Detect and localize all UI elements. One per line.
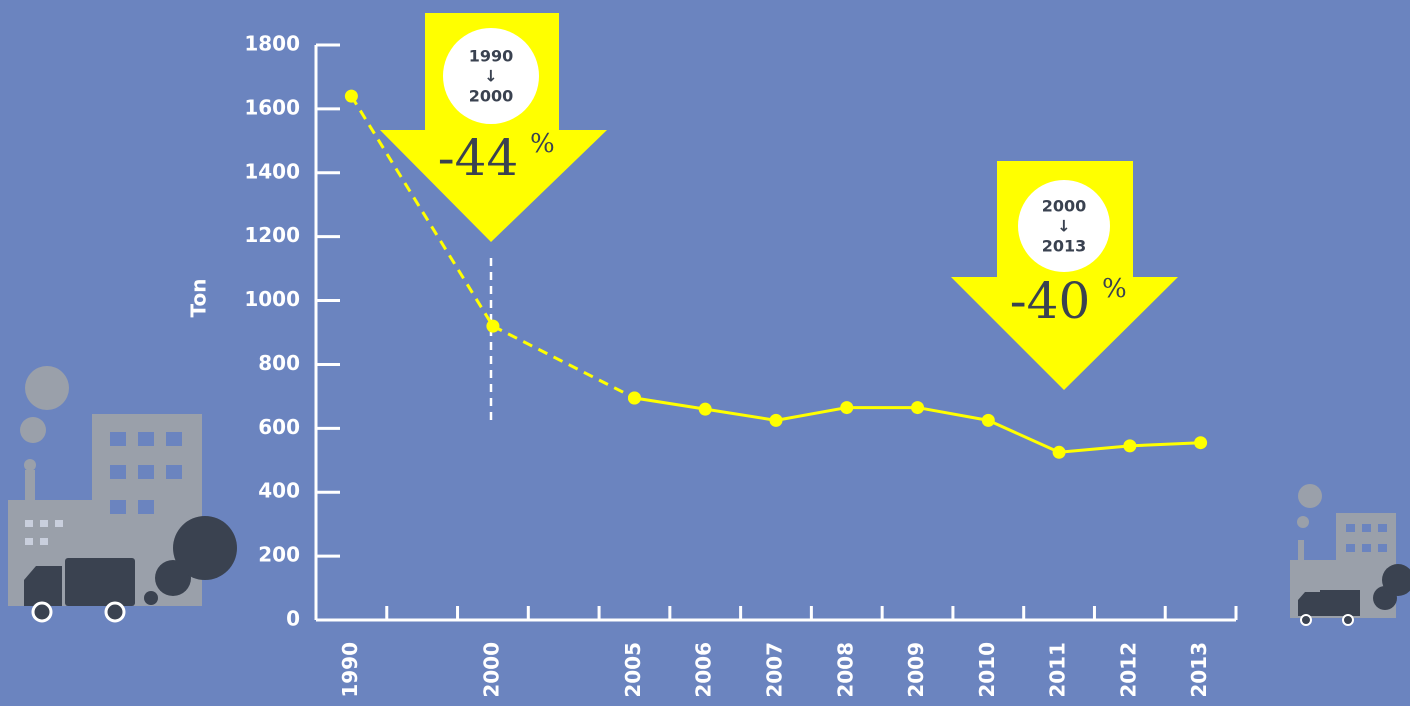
y-tick-label: 0 — [286, 607, 300, 631]
x-tick-label: 2012 — [1116, 642, 1140, 698]
point — [1052, 445, 1066, 459]
x-tick-label: 2010 — [975, 642, 999, 698]
y-tick-label: 1200 — [244, 223, 300, 247]
y-axis-label: Ton — [187, 279, 211, 318]
point — [1123, 439, 1137, 453]
x-tick-label: 2005 — [621, 642, 645, 698]
line-segment — [1129, 441, 1201, 448]
point — [769, 413, 783, 427]
line-segment — [987, 418, 1060, 454]
y-tick-label: 1000 — [244, 287, 300, 311]
factory-left — [8, 366, 237, 623]
change: -44 — [438, 129, 519, 187]
arrow — [951, 161, 1178, 390]
y-tick-label: 200 — [258, 543, 300, 567]
line-segment — [634, 396, 706, 411]
arrow-glyph: ↓ — [484, 67, 497, 86]
y-tick-label: 800 — [258, 351, 300, 375]
x-tick-label: 2013 — [1187, 642, 1211, 698]
y-tick-label: 1400 — [244, 159, 300, 183]
y-tick-label: 400 — [258, 479, 300, 503]
y-tick-label: 1800 — [244, 32, 300, 56]
x-tick-label: 2008 — [833, 642, 857, 698]
line-segment — [350, 95, 495, 327]
arrow — [380, 13, 607, 242]
to-year: 2000 — [469, 87, 514, 106]
line-segment — [775, 406, 848, 422]
point — [627, 391, 641, 405]
annotations: 1990 ↓ 2000 -44 % 2000 ↓ 2013 -40 % — [380, 13, 1178, 420]
y-tick-label: 600 — [258, 415, 300, 439]
change-unit: % — [1102, 274, 1127, 304]
change: -40 — [1010, 272, 1091, 330]
line-segment — [492, 324, 636, 400]
factory-right — [1290, 484, 1410, 626]
point — [840, 401, 854, 415]
from-year: 2000 — [1042, 197, 1087, 216]
arrow-glyph: ↓ — [1057, 217, 1070, 236]
from-year: 1990 — [469, 47, 514, 66]
x-tick-label: 2006 — [692, 642, 716, 698]
line-segment — [917, 406, 989, 422]
x-tick-label: 2000 — [479, 642, 503, 698]
line-segment — [1058, 444, 1130, 454]
point — [698, 402, 712, 416]
badge — [1018, 180, 1110, 272]
to-year: 2013 — [1042, 237, 1087, 256]
x-tick-label: 2009 — [904, 642, 928, 698]
point — [1194, 436, 1208, 450]
point — [486, 319, 500, 333]
point — [911, 401, 925, 415]
badge — [443, 28, 539, 124]
point — [344, 89, 358, 103]
x-tick-label: 2007 — [763, 642, 787, 698]
point — [981, 413, 995, 427]
x-tick-label: 2011 — [1046, 642, 1070, 698]
y-tick-label: 1600 — [244, 95, 300, 119]
line-segment — [704, 407, 777, 422]
change-unit: % — [530, 129, 555, 159]
x-tick-label: 1990 — [338, 642, 362, 698]
